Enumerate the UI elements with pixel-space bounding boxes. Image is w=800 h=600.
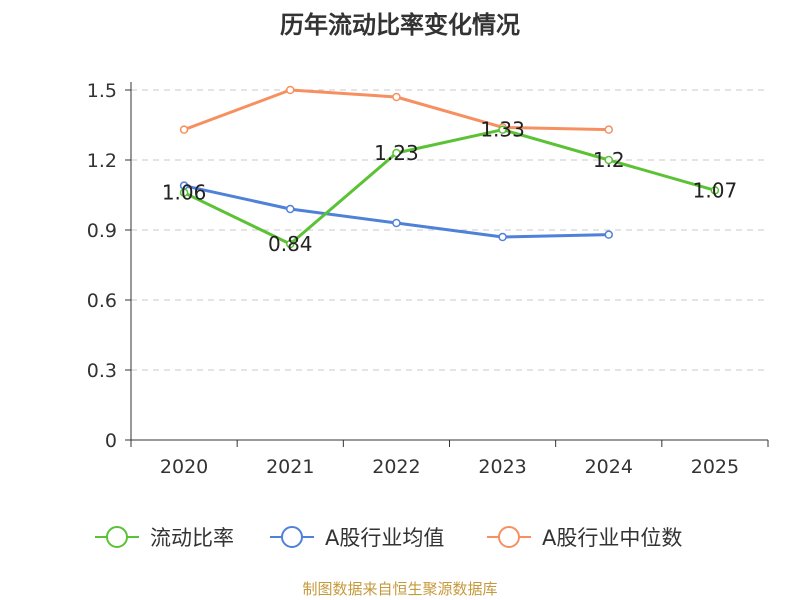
legend-item: A股行业均值 xyxy=(270,526,444,550)
y-tick-label: 0.6 xyxy=(87,290,117,312)
data-label: 1.2 xyxy=(593,148,625,172)
data-point xyxy=(604,155,613,165)
data-point xyxy=(498,232,507,242)
data-point xyxy=(392,218,401,228)
series-lines xyxy=(179,85,720,249)
legend-marker xyxy=(498,526,520,548)
legend-item: A股行业中位数 xyxy=(487,526,682,550)
x-tick-label: 2024 xyxy=(585,456,633,478)
y-tick-label: 1.5 xyxy=(87,80,117,102)
y-tick-label: 0.3 xyxy=(87,360,117,382)
series-line xyxy=(183,128,716,246)
data-label: 1.07 xyxy=(693,178,738,202)
legend-label: 流动比率 xyxy=(150,526,234,550)
grid-lines xyxy=(131,89,768,371)
data-label: 0.84 xyxy=(268,232,313,256)
legend-item: 流动比率 xyxy=(95,526,234,550)
data-label: 1.23 xyxy=(374,141,419,165)
data-point xyxy=(179,125,189,134)
legend-label: A股行业中位数 xyxy=(542,526,682,550)
x-tick-label: 2020 xyxy=(160,456,208,478)
legend: 流动比率 A股行业均值 A股行业中位数 xyxy=(95,526,682,550)
data-point xyxy=(604,125,613,134)
legend-label: A股行业均值 xyxy=(325,526,444,550)
data-point xyxy=(392,92,401,102)
data-point xyxy=(498,125,507,134)
data-point xyxy=(286,239,295,249)
data-label: 1.06 xyxy=(162,181,207,205)
data-point xyxy=(286,85,295,95)
x-tick-label: 2022 xyxy=(372,456,420,478)
data-label: 1.33 xyxy=(480,118,525,142)
chart-title: 历年流动比率变化情况 xyxy=(280,11,520,39)
y-tick-label: 0 xyxy=(105,430,117,452)
legend-marker xyxy=(106,526,128,548)
y-tick-label: 0.9 xyxy=(87,220,117,242)
data-point xyxy=(286,204,295,214)
data-labels: 1.06 0.84 1.23 1.33 1.2 1.07 xyxy=(162,118,737,256)
y-tick-label: 1.2 xyxy=(87,150,117,172)
x-tick-label: 2023 xyxy=(478,456,526,478)
series-line xyxy=(183,184,609,239)
data-point xyxy=(179,188,189,197)
data-point xyxy=(604,230,613,239)
data-point xyxy=(710,186,720,195)
x-tick-label: 2021 xyxy=(266,456,314,478)
x-tick-label: 2025 xyxy=(691,456,739,478)
data-source-note: 制图数据来自恒生聚源数据库 xyxy=(302,580,498,598)
legend-marker xyxy=(281,526,303,548)
axes: 0 0.3 0.6 0.9 1.2 1.5 2020 2021 2022 2023 2024 2025 xyxy=(87,80,769,478)
data-point xyxy=(392,148,401,158)
